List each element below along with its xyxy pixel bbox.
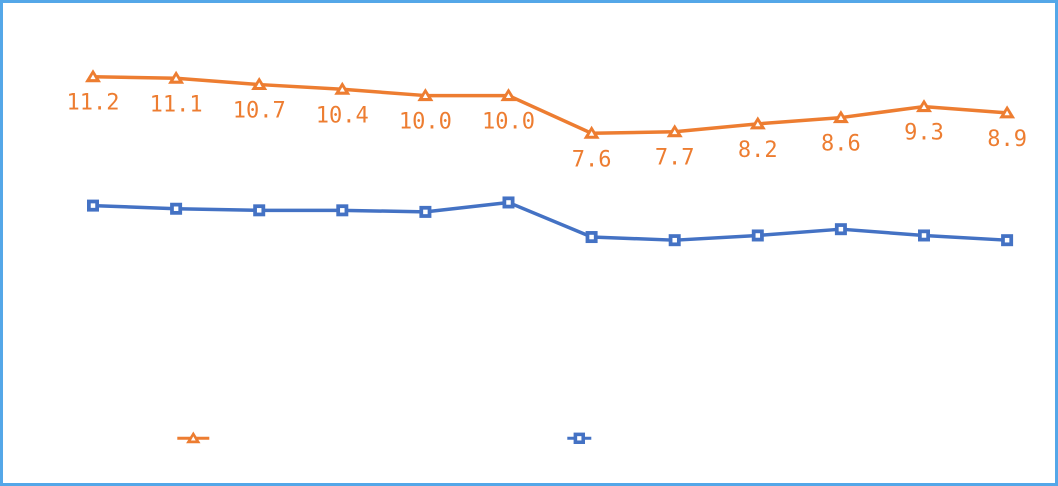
data-label: 8.6	[821, 132, 861, 157]
triangle-marker-center	[190, 436, 196, 441]
triangle-marker-center	[339, 87, 345, 92]
triangle-marker-center	[173, 76, 179, 81]
square-marker-center	[423, 209, 428, 215]
square-marker-center	[1004, 237, 1010, 243]
data-label: 10.7	[233, 99, 286, 124]
triangle-marker-center	[755, 121, 761, 127]
legend-item-square	[567, 432, 592, 444]
data-label: 10.0	[482, 110, 535, 135]
data-label: 7.6	[572, 147, 612, 172]
square-marker-center	[921, 233, 927, 238]
square-marker-center	[755, 233, 761, 238]
data-label: 11.2	[67, 91, 120, 116]
data-label: 8.9	[987, 127, 1027, 152]
data-label: 10.4	[316, 103, 369, 128]
square-marker-center	[589, 234, 594, 240]
triangle-marker-center	[1004, 110, 1010, 116]
square-marker-center	[506, 200, 511, 205]
triangle-marker-center	[589, 131, 595, 136]
triangle-marker-center	[256, 82, 262, 87]
data-label: 9.3	[904, 121, 944, 146]
triangle-marker-center	[505, 93, 512, 98]
square-marker-center	[90, 203, 96, 208]
orange-triangle-series-line	[91, 74, 1009, 136]
square-marker-center	[672, 237, 677, 243]
blue-square-series	[87, 196, 1014, 247]
triangle-marker-center	[921, 104, 927, 109]
square-marker-center	[173, 206, 179, 211]
legend-item-triangle	[177, 431, 210, 444]
data-label: 7.7	[655, 146, 695, 171]
data-label: 11.1	[150, 92, 203, 117]
triangle-marker-center	[90, 74, 96, 80]
triangle-marker-center	[672, 129, 678, 135]
blue-square-series-line	[91, 200, 1009, 242]
triangle-marker-center	[422, 93, 428, 98]
orange-triangle-series: 11.2 11.1 10.7 10.4 10.0 10.0 7.6 7.7 8.2 8.6 9.3 8…	[67, 69, 1027, 172]
square-marker-center	[340, 208, 345, 213]
triangle-marker-center	[838, 115, 844, 120]
square-marker-center	[838, 226, 844, 232]
data-label: 10.0	[399, 110, 452, 135]
square-marker-center	[256, 208, 262, 213]
square-marker-center	[577, 436, 582, 441]
data-label: 8.2	[738, 138, 778, 163]
